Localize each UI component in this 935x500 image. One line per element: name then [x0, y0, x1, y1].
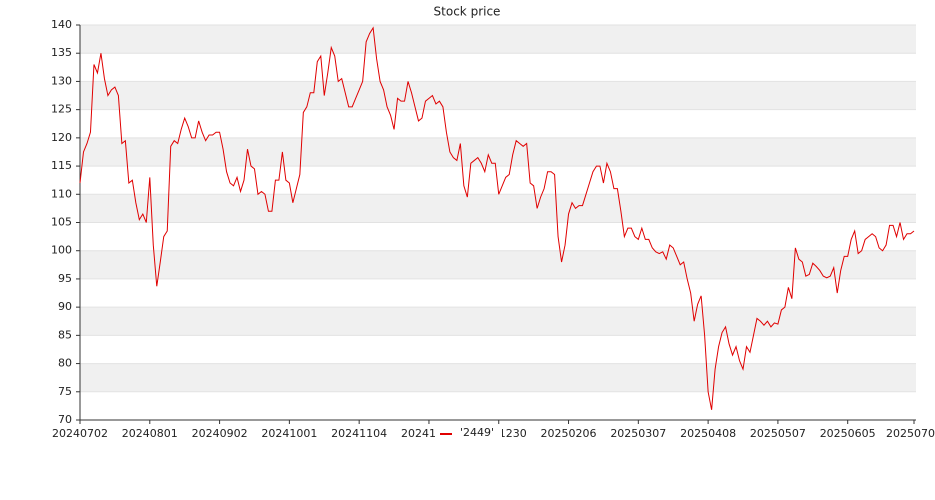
grid-band: [80, 307, 916, 336]
y-tick-label: 125: [51, 103, 72, 116]
legend-box: [436, 425, 502, 441]
x-tick-label: 20241001: [261, 427, 317, 440]
y-tick-label: 95: [58, 272, 72, 285]
y-tick-label: 100: [51, 244, 72, 257]
y-tick-label: 105: [51, 216, 72, 229]
x-tick-label: 20250507: [750, 427, 806, 440]
y-tick-label: 75: [58, 385, 72, 398]
grid-band: [80, 25, 916, 54]
x-tick-label: 20250206: [541, 427, 597, 440]
x-tick-label: 20241104: [331, 427, 387, 440]
x-tick-label: 20250605: [820, 427, 876, 440]
chart-title: Stock price: [434, 5, 501, 19]
y-tick-label: 70: [58, 413, 72, 426]
grid-band: [80, 81, 916, 110]
legend-label: '2449': [460, 426, 494, 439]
grid-band: [80, 137, 916, 167]
y-tick-label: 80: [58, 357, 72, 370]
y-tick-label: 135: [51, 46, 72, 59]
x-tick-label: 20240801: [122, 427, 178, 440]
y-tick-label: 85: [58, 328, 72, 341]
x-tick-label: 20240902: [192, 427, 248, 440]
grid-band: [80, 250, 916, 279]
x-tick-label: 20250408: [680, 427, 736, 440]
line-series: [79, 26, 915, 410]
y-tick-label: 140: [51, 18, 72, 31]
x-tick-label: 20240702: [52, 427, 108, 440]
grid-band: [80, 363, 916, 392]
x-tick-label: 20250704: [886, 427, 935, 440]
x-tick-label: 20250307: [610, 427, 666, 440]
y-tick-label: 120: [51, 131, 72, 144]
y-tick-label: 110: [51, 187, 72, 200]
grid-band: [80, 194, 916, 223]
y-tick-label: 130: [51, 74, 72, 87]
y-tick-label: 115: [51, 159, 72, 172]
y-tick-label: 90: [58, 300, 72, 313]
